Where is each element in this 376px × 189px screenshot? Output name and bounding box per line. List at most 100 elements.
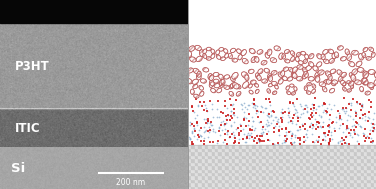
Point [368, 121, 374, 124]
Bar [229, 155, 232, 158]
Bar [303, 151, 306, 155]
Bar [266, 158, 269, 162]
Bar [320, 169, 323, 172]
Point [311, 103, 317, 106]
Point [320, 137, 326, 140]
Point [247, 128, 253, 131]
Bar [208, 182, 212, 186]
Point [319, 103, 325, 106]
Bar [273, 182, 276, 186]
Bar [367, 169, 371, 172]
Point [315, 139, 321, 142]
Bar [215, 145, 218, 148]
Ellipse shape [306, 91, 311, 94]
Point [252, 127, 258, 130]
Bar [222, 155, 225, 158]
Ellipse shape [323, 59, 329, 64]
Bar [225, 186, 229, 189]
Point [314, 120, 320, 123]
Bar [306, 186, 310, 189]
Bar [232, 172, 235, 175]
Bar [235, 148, 239, 151]
Bar [215, 165, 218, 169]
Bar [323, 151, 327, 155]
Bar [205, 169, 208, 172]
Point [365, 115, 371, 118]
Ellipse shape [203, 54, 207, 58]
Ellipse shape [267, 89, 271, 93]
Bar [347, 172, 350, 175]
Point [326, 124, 332, 127]
Bar [374, 186, 376, 189]
Ellipse shape [363, 71, 368, 77]
Point [326, 124, 332, 127]
Point [196, 129, 202, 132]
Point [343, 110, 349, 113]
Point [354, 121, 360, 124]
Bar [276, 172, 279, 175]
Point [346, 132, 352, 135]
Bar [300, 175, 303, 179]
Point [351, 123, 357, 126]
Point [214, 141, 220, 144]
Bar [364, 175, 367, 179]
Bar [361, 148, 364, 151]
Point [320, 121, 326, 124]
Bar [266, 175, 269, 179]
Bar [188, 162, 191, 165]
Point [293, 123, 299, 126]
Bar [215, 179, 218, 182]
Point [310, 123, 316, 126]
Point [260, 124, 266, 127]
Point [199, 105, 205, 108]
Point [253, 109, 259, 112]
Bar [313, 175, 317, 179]
Point [193, 98, 199, 101]
Point [217, 133, 223, 136]
Bar [296, 151, 300, 155]
Point [326, 143, 332, 146]
Ellipse shape [332, 80, 338, 84]
Point [335, 110, 341, 113]
Ellipse shape [211, 88, 216, 93]
Bar [337, 186, 340, 189]
Bar [195, 162, 198, 165]
Point [336, 111, 342, 114]
Bar [374, 182, 376, 186]
Ellipse shape [278, 72, 283, 77]
Bar [337, 172, 340, 175]
Ellipse shape [224, 85, 229, 89]
Bar [232, 165, 235, 169]
Bar [293, 151, 296, 155]
Point [251, 97, 257, 100]
Point [241, 110, 247, 113]
Ellipse shape [291, 72, 295, 77]
Point [223, 122, 229, 125]
Bar [327, 169, 330, 172]
Bar [354, 155, 357, 158]
Bar [225, 165, 229, 169]
Bar [290, 186, 293, 189]
Point [245, 104, 251, 107]
Point [252, 137, 258, 140]
Bar [361, 162, 364, 165]
Point [323, 112, 329, 115]
Point [345, 113, 351, 116]
Bar [303, 162, 306, 165]
Point [232, 136, 238, 139]
Bar [334, 155, 337, 158]
Ellipse shape [216, 50, 220, 55]
Ellipse shape [315, 76, 320, 82]
Point [266, 98, 272, 101]
Bar [256, 175, 259, 179]
Bar [367, 165, 371, 169]
Point [291, 105, 297, 108]
Ellipse shape [374, 72, 376, 79]
Bar [188, 148, 191, 151]
Bar [218, 158, 222, 162]
Ellipse shape [367, 83, 374, 88]
Point [308, 108, 314, 111]
Bar [262, 148, 266, 151]
Bar [259, 179, 262, 182]
Point [210, 115, 216, 118]
